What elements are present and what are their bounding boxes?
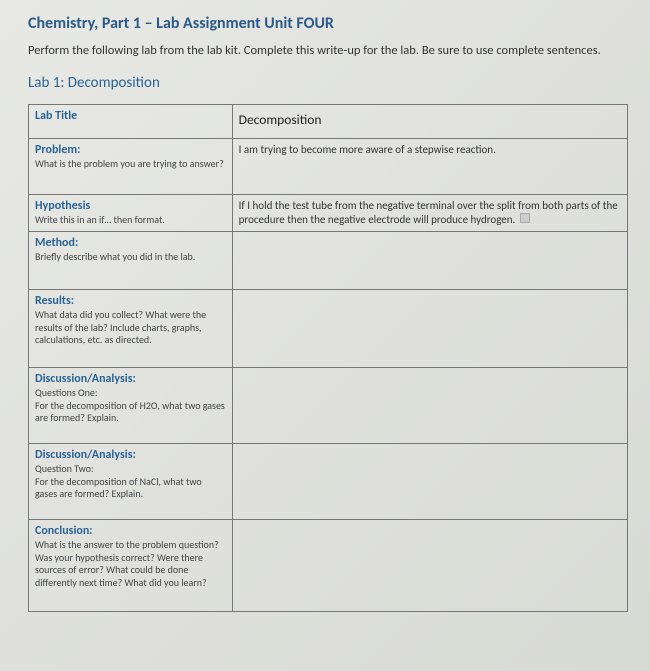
instructions-text: Perform the following lab from the lab k… — [28, 43, 628, 60]
row-value[interactable] — [232, 232, 627, 290]
row-value[interactable]: I am trying to become more aware of a st… — [232, 138, 627, 194]
row-value[interactable] — [232, 444, 627, 520]
text-cursor-icon — [520, 213, 530, 223]
table-row: Results: What data did you collect? What… — [29, 290, 628, 368]
lab-table: Lab Title Decomposition Problem: What is… — [28, 104, 628, 613]
row-subtext: What is the problem you are trying to an… — [35, 158, 226, 171]
row-value[interactable] — [232, 368, 627, 444]
row-value[interactable]: If I hold the test tube from the negativ… — [232, 194, 627, 232]
row-header: Discussion/Analysis: — [35, 448, 226, 462]
row-header: Lab Title — [35, 109, 226, 123]
table-row: Hypothesis Write this in an if… then for… — [29, 194, 628, 232]
table-row: Conclusion: What is the answer to the pr… — [29, 520, 628, 612]
row-subtext: Briefly describe what you did in the lab… — [35, 251, 226, 264]
row-header: Method: — [35, 236, 226, 250]
table-row: Lab Title Decomposition — [29, 104, 628, 138]
row-header: Discussion/Analysis: — [35, 372, 226, 386]
page-title: Chemistry, Part 1 – Lab Assignment Unit … — [28, 14, 628, 33]
row-value[interactable] — [232, 520, 627, 612]
lab-name: Lab 1: Decomposition — [28, 74, 628, 92]
row-header: Problem: — [35, 143, 226, 157]
table-row: Discussion/Analysis: Question Two:For th… — [29, 444, 628, 520]
row-header: Hypothesis — [35, 199, 226, 213]
row-header: Conclusion: — [35, 524, 226, 538]
row-subtext: Write this in an if… then format. — [35, 214, 226, 227]
row-subtext: What data did you collect? What were the… — [35, 309, 226, 347]
row-header: Results: — [35, 294, 226, 308]
row-value: Decomposition — [232, 104, 627, 138]
row-subtext: Questions One:For the decomposition of H… — [35, 387, 226, 425]
lab-worksheet: Chemistry, Part 1 – Lab Assignment Unit … — [0, 0, 650, 622]
table-row: Discussion/Analysis: Questions One:For t… — [29, 368, 628, 444]
table-row: Method: Briefly describe what you did in… — [29, 232, 628, 290]
table-row: Problem: What is the problem you are try… — [29, 138, 628, 194]
row-value[interactable] — [232, 290, 627, 368]
row-subtext: What is the answer to the problem questi… — [35, 539, 226, 589]
row-subtext: Question Two:For the decomposition of Na… — [35, 463, 226, 501]
